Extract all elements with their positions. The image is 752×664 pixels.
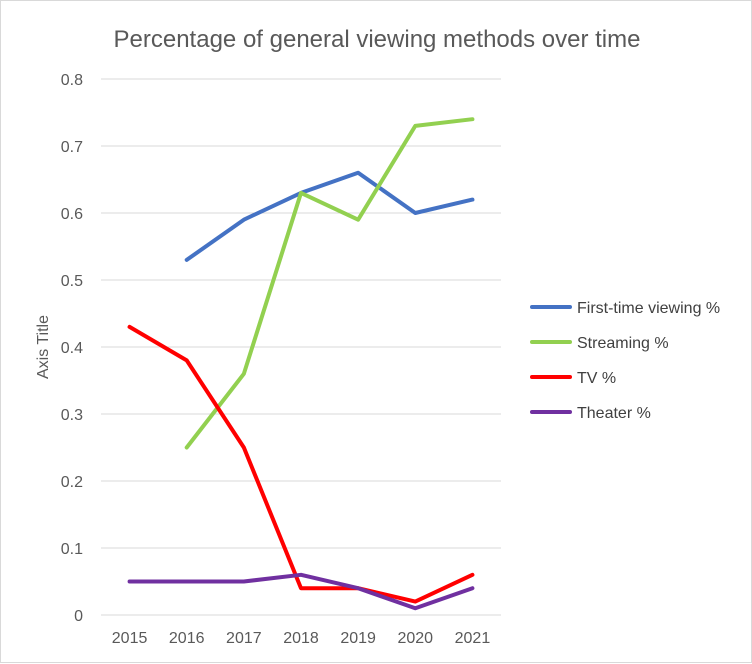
series-line-streaming [184, 117, 475, 450]
legend-item: Theater % [530, 405, 651, 422]
y-tick-label: 0.2 [61, 474, 83, 491]
x-tick-label: 2018 [283, 630, 319, 647]
x-tick-label: 2020 [397, 630, 433, 647]
series-line-first-time-viewing [184, 170, 475, 262]
y-tick-label: 0.1 [61, 541, 83, 558]
legend-item: First-time viewing % [530, 300, 720, 317]
series-line-theater [127, 572, 475, 611]
y-tick-label: 0.5 [61, 273, 83, 290]
series-line-tv [127, 324, 475, 604]
legend-item: TV % [530, 370, 616, 387]
y-axis-ticks: 0 0.1 0.2 0.3 0.4 0.5 0.6 0.7 0.8 [61, 72, 83, 625]
y-tick-label: 0 [74, 608, 83, 625]
x-axis-ticks: 2015 2016 2017 2018 2019 2020 2021 [112, 630, 491, 647]
x-tick-label: 2021 [455, 630, 491, 647]
y-tick-label: 0.6 [61, 206, 83, 223]
series-lines [127, 117, 475, 611]
legend-label: TV % [577, 370, 616, 387]
y-axis-title: Axis Title [35, 315, 52, 379]
chart-title: Percentage of general viewing methods ov… [114, 26, 641, 53]
x-tick-label: 2016 [169, 630, 205, 647]
x-tick-label: 2019 [340, 630, 376, 647]
legend-label: First-time viewing % [577, 300, 720, 317]
y-tick-label: 0.3 [61, 407, 83, 424]
legend-label: Theater % [577, 405, 651, 422]
y-tick-label: 0.4 [61, 340, 83, 357]
x-tick-label: 2017 [226, 630, 262, 647]
x-tick-label: 2015 [112, 630, 148, 647]
y-tick-label: 0.7 [61, 139, 83, 156]
legend-item: Streaming % [530, 335, 669, 352]
legend: First-time viewing % Streaming % TV % Theat… [530, 300, 720, 422]
y-tick-label: 0.8 [61, 72, 83, 89]
legend-label: Streaming % [577, 335, 669, 352]
